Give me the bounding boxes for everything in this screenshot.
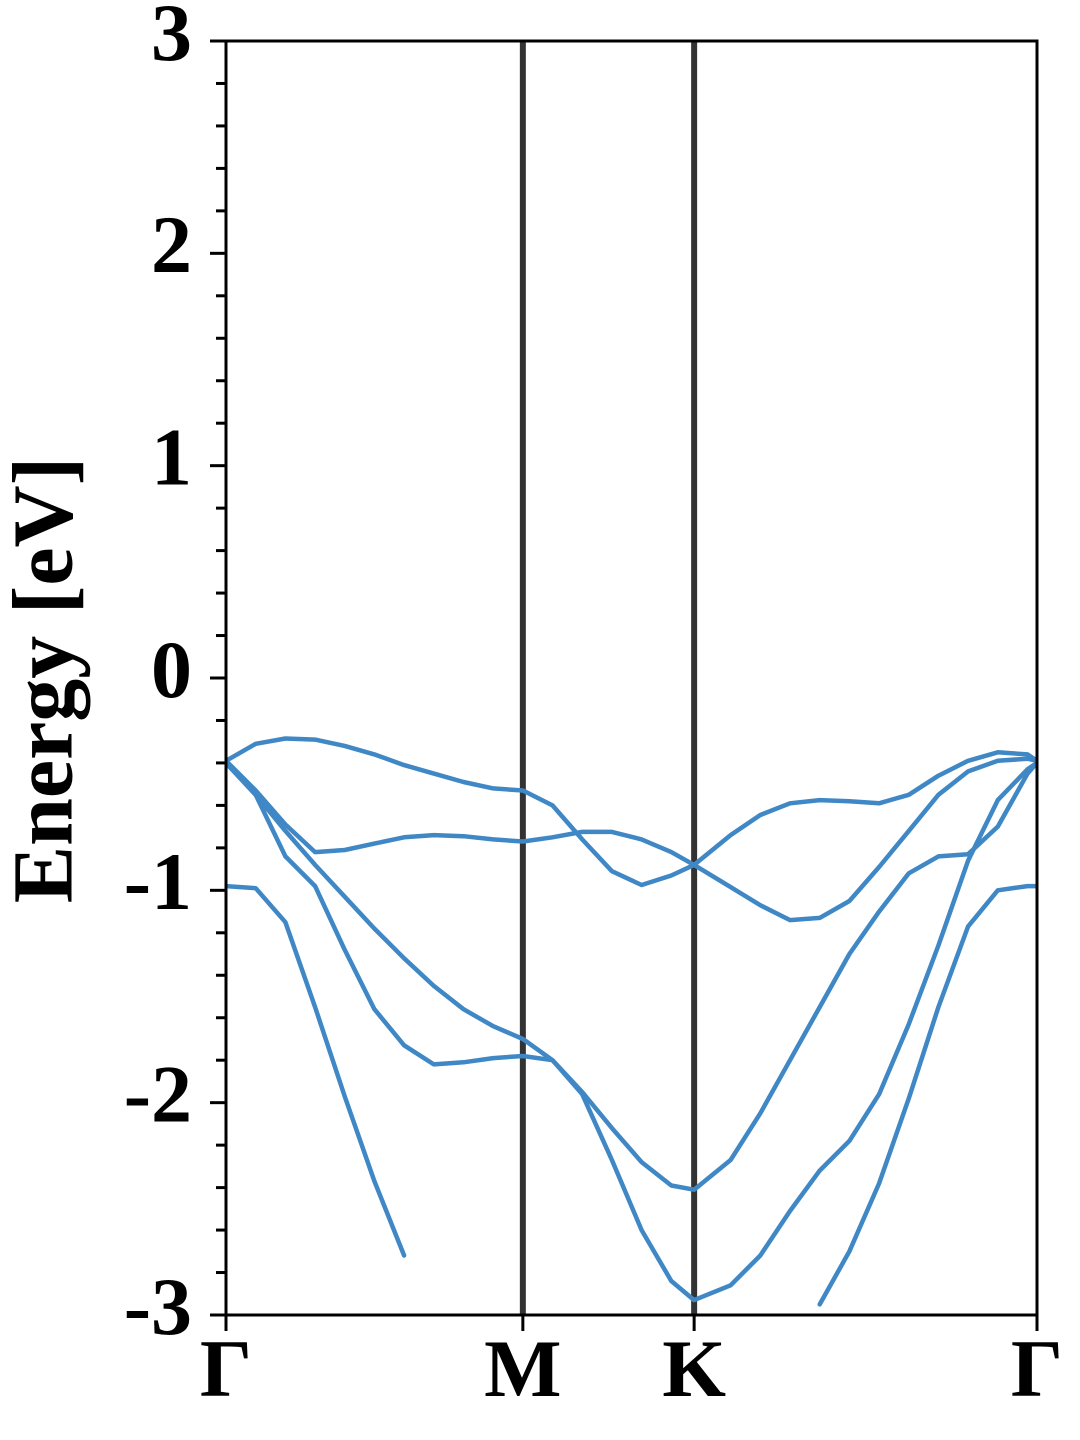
x-tick-label: Γ [200, 1323, 252, 1414]
axes-frame [224, 39, 1039, 1317]
y-tick-label: 2 [151, 199, 192, 290]
x-tick-label: Γ [1011, 1323, 1063, 1414]
band-line [226, 756, 1037, 923]
band-line [226, 883, 1037, 1307]
y-tick-label: 0 [151, 624, 192, 715]
band-line [226, 760, 1037, 1303]
y-tick-label: 3 [151, 0, 192, 78]
x-tick-label: K [662, 1323, 726, 1414]
band-line [226, 760, 1037, 1192]
y-tick-label: -1 [124, 836, 192, 927]
x-tick-label: M [484, 1323, 561, 1414]
y-tick-label: -3 [124, 1261, 192, 1352]
band-line [226, 736, 1037, 888]
y-tick-label: -2 [124, 1048, 192, 1139]
y-tick-label: 1 [151, 411, 192, 502]
plot-area [226, 41, 1037, 1315]
y-axis-label: Energy [eV] [0, 457, 91, 904]
